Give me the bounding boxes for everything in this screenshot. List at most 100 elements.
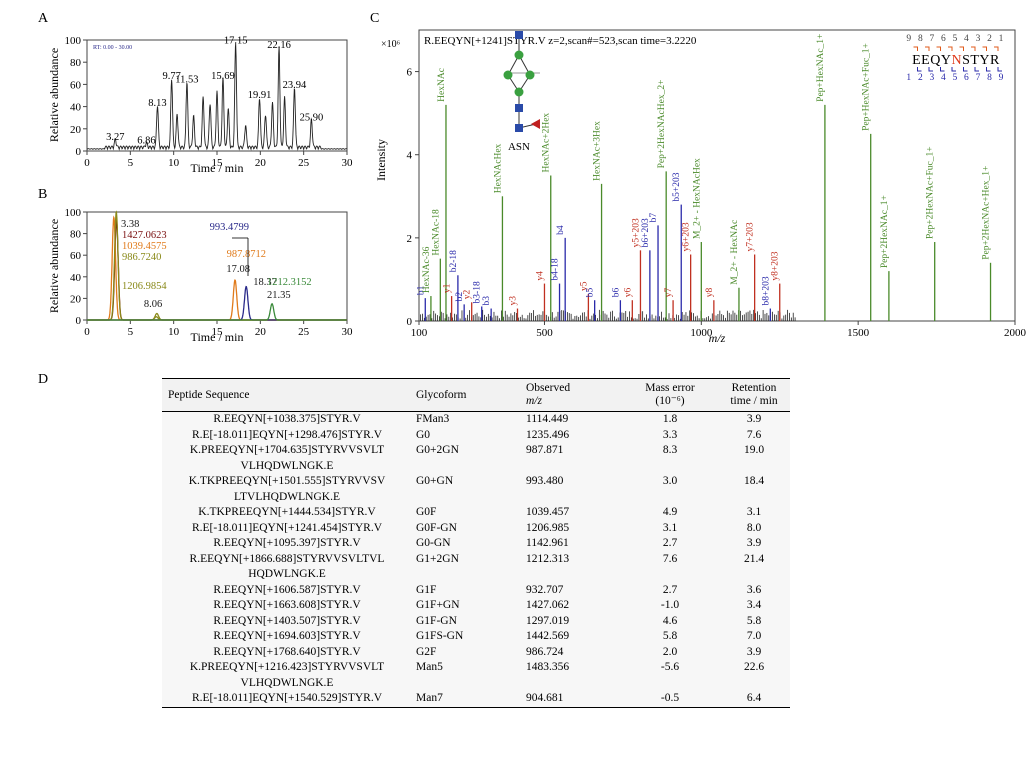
panel-c-xtick-label: 100 [411,327,428,339]
spectrum-peak-label: b5 [586,287,596,297]
panel-a-letter: A [38,11,49,26]
cell-glycoform: G1F-GN [416,614,457,627]
panel-c-title-text: R.EEQYN[+1241]STYR.V z=2,scan#=523,scan … [424,35,697,47]
cell-peptide-sequence: R.E[-18.011]EQYN[+1540.529]STYR.V [191,692,383,704]
cell-retention-time: 7.6 [746,428,762,441]
cell-peptide-sequence: R.EEQYN[+1866.688]STYRVVSVLTVL HQDWLNGK.E [189,552,385,581]
panel-b-ytick-label: 100 [65,207,82,219]
cell-peptide-sequence: K.PREEQYN[+1704.635]STYRVVSVLT VLHQDWLNGK… [189,444,385,472]
spectrum-peak-label: Pep+2HexNAcHex_2+ [657,80,667,169]
panel-a-peak-label: 9.77 [162,71,180,82]
panel-c-xtick-label: 1000 [690,327,713,339]
cell-glycoform: G0F [416,506,437,518]
panel-b-xtick-label: 15 [212,326,224,338]
spectrum-peak-label: M_2+ - HexNAcHex [692,158,702,239]
cell-mass-error: -5.6 [660,661,680,673]
table-row: R.EEQYN[+1694.603]STYR.V G1FS-GN 1442.569 5… [162,629,790,645]
header-mz-unit: m/z [526,395,542,407]
panel-a-ylabel: Relative abundance [47,48,61,142]
spectrum-peak-label: y4 [535,271,545,281]
panel-c-title: R.EEQYN[+1241]STYR.V z=2,scan#=523,scan … [424,35,697,47]
panel-c: C R.EEQYN[+1241]STYR.V z=2,scan#=523,sca… [370,11,1027,345]
cell-glycoform: Man7 [416,692,443,704]
panel-a-yticks: 0 20 40 60 80 100 [65,35,87,158]
panel-d-letter: D [38,372,48,387]
panel-a-xtick-label: 0 [84,157,90,169]
spectrum-peak-label: Pep+2HexNAc+Hex_1+ [982,166,992,260]
cell-peptide-sequence: R.EEQYN[+1768.640]STYR.V [213,645,361,658]
panel-b-label: 987.8712 [227,249,266,260]
cell-observed-mz: 1142.961 [526,537,569,549]
y-ion-bracket [913,46,918,51]
table-row: K.TKPREEQYN[+1444.534]STYR.V G0F 1039.457 4… [162,505,790,521]
table-header-row: Peptide Sequence Glycoform Observed m/z … [162,378,790,412]
spectrum-peak-label: b6+203 [641,218,651,247]
cell-retention-time: 7.0 [746,630,762,642]
spectrum-peak-label: y8+203 [771,251,781,280]
panel-a-xtick-label: 30 [342,157,354,169]
cell-retention-time: 22.6 [743,661,765,673]
panel-a-peak-label: 6.86 [137,136,155,147]
header-peptide-sequence: Peptide Sequence [168,388,250,401]
panel-c-ytick-label: 0 [407,316,413,328]
cell-glycoform: G1F [416,583,437,596]
cell-observed-mz: 1427.062 [526,599,570,611]
panel-b-xtick-label: 25 [298,326,310,338]
cell-retention-time: 3.6 [746,583,762,596]
cell-mass-error: 3.3 [662,428,678,441]
cell-glycoform: G0F-GN [416,521,457,534]
panel-a-peak-label: 8.13 [148,98,166,109]
b-ion-bracket [917,67,922,72]
cell-glycoform: G1+2GN [416,552,459,565]
cell-observed-mz: 993.480 [526,475,564,487]
table-row: R.EEQYN[+1403.507]STYR.V G1F-GN 1297.019 4.… [162,613,790,629]
header-observed: Observed [526,382,571,394]
b-ion-bracket [974,67,979,72]
panel-c-ylabel: Intensity [374,139,388,181]
spectrum-peak-label: HexNAc+3Hex [593,121,603,181]
panel-b-label: 1427.0623 [122,230,167,241]
panel-b-xtick-label: 0 [84,326,90,338]
glycopeptide-table: Peptide Sequence Glycoform Observed m/z … [162,378,790,708]
spectrum-peak-label: Pep+2HexNAc_1+ [880,195,890,268]
header-mass-error-unit: (10⁻⁶) [655,395,685,407]
cell-observed-mz: 1297.019 [526,614,570,627]
cell-retention-time: 3.4 [746,599,762,611]
cell-peptide-sequence: R.E[-18.011]EQYN[+1241.454]STYR.V [191,521,383,534]
panel-c-ytick-label: 2 [407,233,413,245]
fragment-map: 9 8 7 6 5 4 3 2 1 EEQYNSTYR 1 2 3 4 5 6 … [906,34,1003,83]
panel-c-frame [418,29,1016,322]
cell-glycoform: Man5 [416,661,443,673]
table-row: R.EEQYN[+1606.587]STYR.V G1F 932.707 2.7 3.6 [162,582,790,598]
table-row: R.E[-18.011]EQYN[+1540.529]STYR.V Man7 904… [162,691,790,707]
panel-c-xlabel: m/z [709,331,726,345]
y-ion-bracket [971,46,976,51]
panel-b-ytick-label: 20 [70,293,82,305]
panel-c-letter: C [370,11,379,26]
panel-a-xlabel: Time / min [191,161,244,175]
panel-a-xticks: 0 5 10 15 20 25 30 [84,151,353,169]
cell-mass-error: 8.3 [662,444,678,456]
table-row: K.PREEQYN[+1704.635]STYRVVSVLT VLHQDWLNGK… [162,443,790,474]
y-ion-bracket [948,46,953,51]
panel-a-xtick-label: 25 [298,157,310,169]
cell-observed-mz: 1483.356 [526,661,570,673]
spectrum-peak-label: b5+203 [672,172,682,201]
panel-a-peak-label: 17.15 [224,36,248,47]
spectrum-peak-label: HexNAc+2Hex [542,113,552,173]
cell-mass-error: -0.5 [660,692,680,704]
table-body: R.EEQYN[+1038.375]STYR.V FMan3 1114.449 1.8… [162,411,790,707]
table-row: R.E[-18.011]EQYN[+1241.454]STYR.V G0F-GN 1… [162,520,790,536]
cell-peptide-sequence: K.PREEQYN[+1216.423]STYRVVSVLT VLHQDWLNGK… [189,661,385,689]
panel-b-letter: B [38,187,47,202]
panel-a-xtick-label: 10 [168,157,180,169]
cell-retention-time: 3.1 [746,506,762,518]
panel-b-label: 8.06 [144,299,162,310]
cell-mass-error: 4.6 [662,614,678,627]
spectrum-peak-label: y2 [463,290,473,300]
spectrum-peak-label: Pep+HexNAc+Fuc_1+ [862,43,872,131]
panel-b-traces [87,210,347,321]
b-ion-bracket [997,67,1002,72]
cell-glycoform: G2F [416,645,437,658]
